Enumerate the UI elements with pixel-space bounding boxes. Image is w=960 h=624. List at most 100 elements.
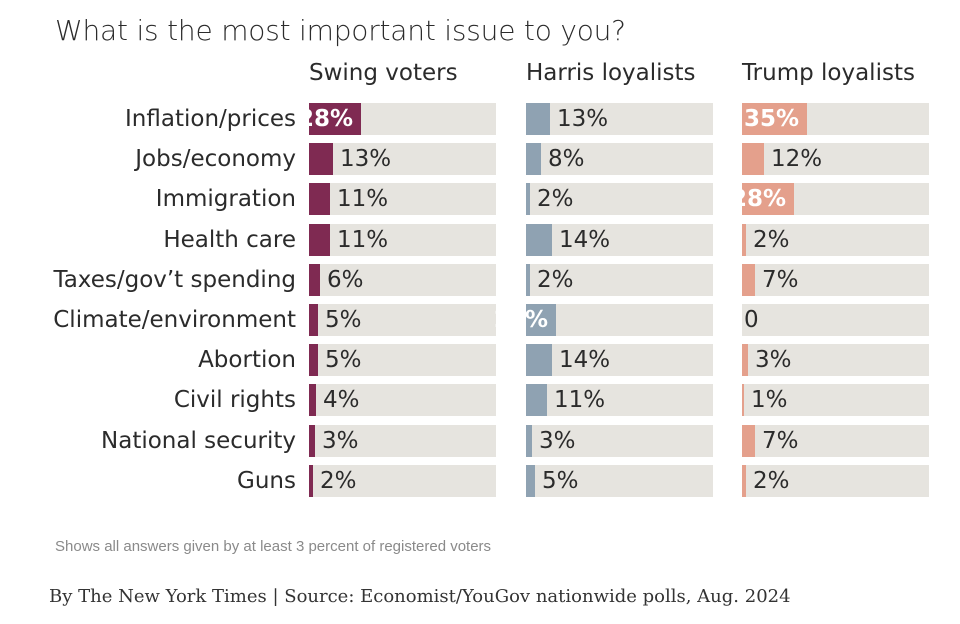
bar-track: 4% xyxy=(309,384,496,417)
value-label: 3% xyxy=(755,347,792,374)
value-label: 11% xyxy=(337,226,389,253)
value-label: 16% xyxy=(492,307,548,333)
category-label: Immigration xyxy=(155,186,296,213)
bar-track: 28% xyxy=(731,183,929,216)
bar-track: 13% xyxy=(526,103,713,135)
value-label: 2% xyxy=(753,226,790,253)
category-label: Jobs/economy xyxy=(135,146,296,173)
bar xyxy=(742,424,755,457)
value-label: 2% xyxy=(753,467,790,494)
bar-track: 2% xyxy=(526,263,713,296)
value-label: 12% xyxy=(771,146,823,173)
bar xyxy=(526,464,535,497)
value-label: 3% xyxy=(322,427,359,454)
value-label: 7% xyxy=(762,266,799,293)
bar-track: 11% xyxy=(526,384,713,417)
value-label: 3% xyxy=(539,427,576,454)
value-label: 13% xyxy=(557,106,609,132)
bar-track: 7% xyxy=(742,424,929,457)
bar-track: 2% xyxy=(309,464,496,497)
bar xyxy=(742,263,755,296)
series-heading: Harris loyalists xyxy=(526,60,696,86)
value-label: 2% xyxy=(537,186,574,213)
bar-track: 5% xyxy=(526,464,713,497)
source-credit: By The New York Times | Source: Economis… xyxy=(49,586,791,607)
bar-track: 16% xyxy=(493,304,713,336)
bar xyxy=(742,143,764,176)
value-label: 28% xyxy=(297,106,353,132)
bar xyxy=(309,304,318,336)
bar xyxy=(309,223,330,256)
value-label: 14% xyxy=(559,226,611,253)
bar xyxy=(309,103,361,135)
category-label: Taxes/gov’t spending xyxy=(53,266,296,293)
value-label: 28% xyxy=(730,186,786,213)
value-label: 35% xyxy=(743,106,799,132)
bar xyxy=(526,344,552,377)
bar-track: 3% xyxy=(742,344,929,377)
bar-track: 5% xyxy=(309,344,496,377)
bar xyxy=(309,183,330,216)
bar xyxy=(309,384,316,417)
category-label: Health care xyxy=(163,226,296,253)
bar-track: 3% xyxy=(526,424,713,457)
category-label: Climate/environment xyxy=(53,307,296,333)
category-label: Guns xyxy=(237,467,296,494)
value-label: 2% xyxy=(537,266,574,293)
category-label: Inflation/prices xyxy=(125,106,296,132)
bar-track: 2% xyxy=(526,183,713,216)
bar xyxy=(742,384,744,417)
chart-title: What is the most important issue to you? xyxy=(55,14,626,47)
value-label: 5% xyxy=(325,307,362,333)
value-label: 2% xyxy=(320,467,357,494)
series-heading: Trump loyalists xyxy=(742,60,915,86)
bar-track: 13% xyxy=(309,143,496,176)
bar xyxy=(526,424,532,457)
bar xyxy=(742,223,746,256)
bar-track: 7% xyxy=(742,263,929,296)
bar-track: 14% xyxy=(526,223,713,256)
bar-track: 3% xyxy=(309,424,496,457)
value-label: 13% xyxy=(340,146,392,173)
bar-track: 5% xyxy=(309,304,496,336)
bar-track: 28% xyxy=(298,103,496,135)
bar xyxy=(309,143,333,176)
bar xyxy=(742,344,748,377)
category-label: Civil rights xyxy=(173,387,296,414)
bar xyxy=(526,183,530,216)
bar-track: 2% xyxy=(742,464,929,497)
bar-track: 2% xyxy=(742,223,929,256)
bar-track: 11% xyxy=(309,223,496,256)
chart-note: Shows all answers given by at least 3 pe… xyxy=(55,538,492,555)
value-label: 11% xyxy=(554,387,606,414)
value-label: 5% xyxy=(325,347,362,374)
bar-track: 6% xyxy=(309,263,496,296)
bar-track: 0 xyxy=(742,304,929,336)
value-label: 8% xyxy=(548,146,585,173)
bar xyxy=(309,263,320,296)
value-label: 11% xyxy=(337,186,389,213)
value-label: 1% xyxy=(751,387,788,414)
category-label: Abortion xyxy=(198,347,296,374)
bar-track: 11% xyxy=(309,183,496,216)
bar xyxy=(309,344,318,377)
value-label: 7% xyxy=(762,427,799,454)
bar xyxy=(742,183,794,216)
bar xyxy=(526,223,552,256)
bar-track: 1% xyxy=(742,384,929,417)
bar-track: 12% xyxy=(742,143,929,176)
bar xyxy=(742,464,746,497)
series-heading: Swing voters xyxy=(309,60,458,86)
bar xyxy=(526,143,541,176)
bar-track: 35% xyxy=(742,103,929,135)
bar xyxy=(309,424,315,457)
bar xyxy=(309,464,313,497)
bar-track: 8% xyxy=(526,143,713,176)
bar xyxy=(526,384,547,417)
category-label: National security xyxy=(101,427,296,454)
value-label: 6% xyxy=(327,266,364,293)
bar xyxy=(526,263,530,296)
bar xyxy=(742,103,807,135)
value-label: 14% xyxy=(559,347,611,374)
value-label: 4% xyxy=(323,387,360,414)
